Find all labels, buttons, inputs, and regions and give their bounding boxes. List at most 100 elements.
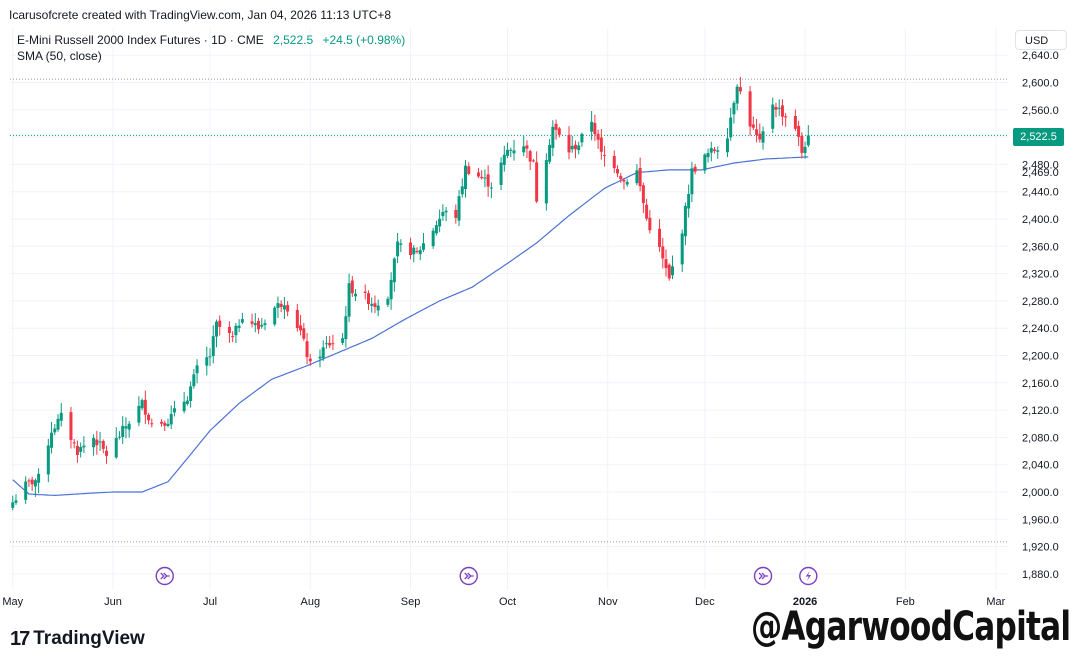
candle-body [95, 439, 99, 446]
candle-body [37, 473, 41, 483]
candle-body [208, 356, 212, 358]
candle-body [147, 414, 151, 421]
candle-body [324, 343, 328, 345]
candle-body [709, 148, 713, 153]
y-tick-label: 2,120.0 [1022, 405, 1059, 417]
candle-body [612, 156, 616, 169]
candle-body [522, 146, 526, 153]
candle-body [687, 194, 691, 209]
candle-body [231, 336, 235, 338]
dividend-event-icon[interactable] [155, 566, 174, 586]
y-tick-label: 2,560.0 [1022, 105, 1059, 117]
candle-body [260, 324, 264, 327]
candle-body [800, 135, 804, 153]
candle-body [240, 319, 244, 323]
attribution-text: Icarusofcrete created with TradingView.c… [9, 8, 392, 22]
candle-body [418, 250, 422, 255]
candle-body [483, 177, 487, 179]
candle-body [486, 174, 490, 187]
y-tick-label: 2,600.0 [1022, 78, 1059, 90]
legend-change: +24.5 (+0.98%) [322, 33, 406, 47]
candle-body [386, 298, 390, 305]
candle-body [354, 293, 358, 297]
candle-body [412, 247, 416, 255]
candle-body [195, 365, 199, 374]
candle-body [525, 145, 529, 149]
candle-body [53, 428, 57, 433]
symbol-description[interactable]: E-Mini Russell 2000 Index Futures · 1D ·… [17, 33, 264, 47]
y-tick-label: 2,469.0 [1022, 167, 1059, 179]
candle-body [793, 116, 797, 129]
candle-body [570, 145, 574, 150]
y-tick-label: 1,920.0 [1022, 542, 1059, 554]
candle-body [79, 446, 83, 452]
candle-body [683, 205, 687, 237]
candle-body [489, 187, 493, 189]
candle-body [124, 426, 128, 429]
candle-body [56, 418, 60, 430]
candle-body [227, 326, 231, 334]
candle-body [729, 117, 733, 138]
x-tick-label: 2026 [793, 596, 817, 608]
candle-body [328, 342, 332, 346]
candle-body [457, 196, 461, 221]
candle-body [751, 124, 755, 128]
dividend-event-icon[interactable] [459, 566, 478, 586]
y-tick-label: 2,000.0 [1022, 487, 1059, 499]
y-tick-label: 2,480.0 [1022, 159, 1059, 171]
candle-body [143, 399, 147, 415]
candle-body [784, 116, 788, 118]
candle-body [30, 479, 34, 485]
time-axis[interactable]: May Jun Jul Aug Sep Oct Nov Dec 2026 Feb Mar [2, 596, 1005, 608]
candle-body [263, 323, 267, 326]
candle-body [305, 341, 309, 358]
candle-body [318, 356, 322, 359]
reference-lines [10, 78, 1008, 543]
candle-body [211, 336, 215, 356]
chart-legend: E-Mini Russell 2000 Index Futures · 1D ·… [17, 33, 405, 64]
tradingview-logo[interactable]: 17 TradingView [10, 626, 145, 652]
split-event-icon[interactable] [799, 566, 818, 586]
y-tick-label: 2,400.0 [1022, 214, 1059, 226]
candle-body [392, 258, 396, 283]
currency-button[interactable]: USD [1015, 30, 1067, 50]
candle-body [725, 138, 729, 153]
candle-body [467, 166, 471, 175]
y-tick-label: 2,240.0 [1022, 323, 1059, 335]
event-markers[interactable] [155, 566, 818, 586]
candle-body [27, 480, 31, 482]
candle-body [169, 413, 173, 425]
candle-body [438, 218, 442, 227]
candle-body [92, 437, 96, 448]
candle-body [321, 347, 325, 359]
candle-body [415, 251, 419, 253]
candle-body [160, 421, 164, 424]
candle-body [69, 412, 73, 440]
candle-body [635, 170, 639, 184]
candle-body [24, 481, 28, 500]
x-tick-label: Oct [499, 596, 516, 608]
candle-body [806, 135, 810, 146]
candle-body [531, 160, 535, 162]
dividend-event-icon[interactable] [753, 566, 773, 586]
candle-body [758, 133, 762, 140]
candle-body [11, 502, 15, 508]
price-axis[interactable]: 2,640.02,600.02,560.02,520.02,480.02,469… [1022, 50, 1059, 581]
candle-body [59, 412, 63, 421]
candle-body [625, 181, 629, 185]
candle-body [580, 133, 584, 143]
candle-body [645, 204, 649, 219]
candle-body [98, 441, 102, 443]
candle-body [399, 243, 403, 245]
candle-body [366, 293, 370, 305]
candle-body [593, 122, 597, 135]
candle-body [250, 321, 254, 324]
indicator-label-sma[interactable]: SMA (50, close) [17, 49, 102, 63]
candle-body [105, 450, 109, 456]
candle-body [738, 87, 742, 92]
candle-body [667, 264, 671, 279]
candle-body [75, 445, 79, 455]
x-tick-label: Aug [300, 596, 320, 608]
candle-body [253, 323, 257, 326]
